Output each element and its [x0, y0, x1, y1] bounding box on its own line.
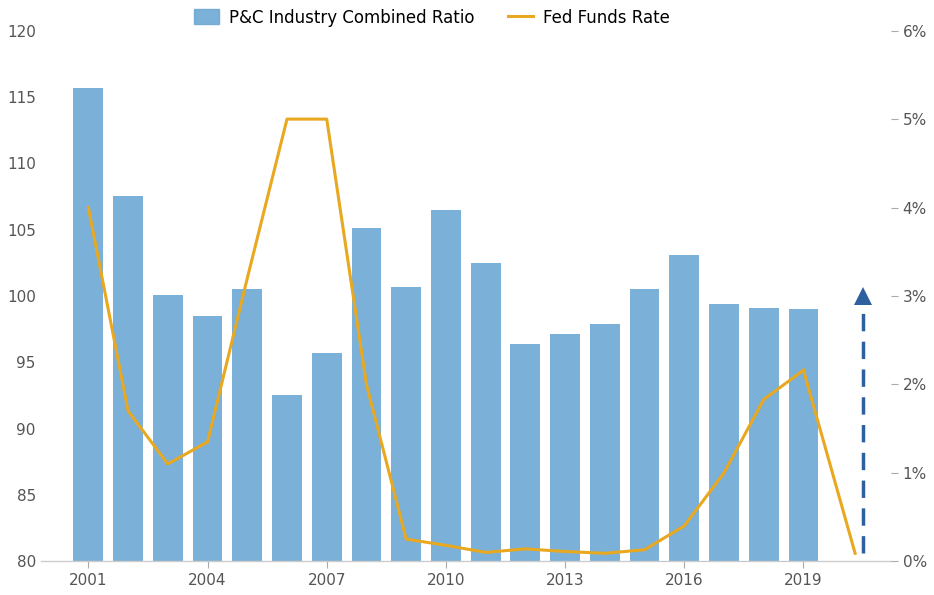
Bar [670, 255, 700, 595]
Bar [749, 308, 779, 595]
Legend: P&C Industry Combined Ratio, Fed Funds Rate: P&C Industry Combined Ratio, Fed Funds R… [187, 2, 676, 33]
Bar [113, 196, 143, 595]
Bar [550, 334, 580, 595]
Bar [630, 289, 659, 595]
Bar [351, 228, 381, 595]
Bar [431, 210, 460, 595]
Bar [74, 87, 104, 595]
Bar [511, 344, 540, 595]
Bar [709, 304, 739, 595]
Bar [272, 396, 302, 595]
Bar [233, 289, 262, 595]
Bar [471, 263, 501, 595]
Bar [788, 309, 818, 595]
Bar [391, 287, 421, 595]
Bar [153, 295, 183, 595]
Bar [192, 316, 222, 595]
Bar [312, 353, 342, 595]
Bar [590, 324, 620, 595]
